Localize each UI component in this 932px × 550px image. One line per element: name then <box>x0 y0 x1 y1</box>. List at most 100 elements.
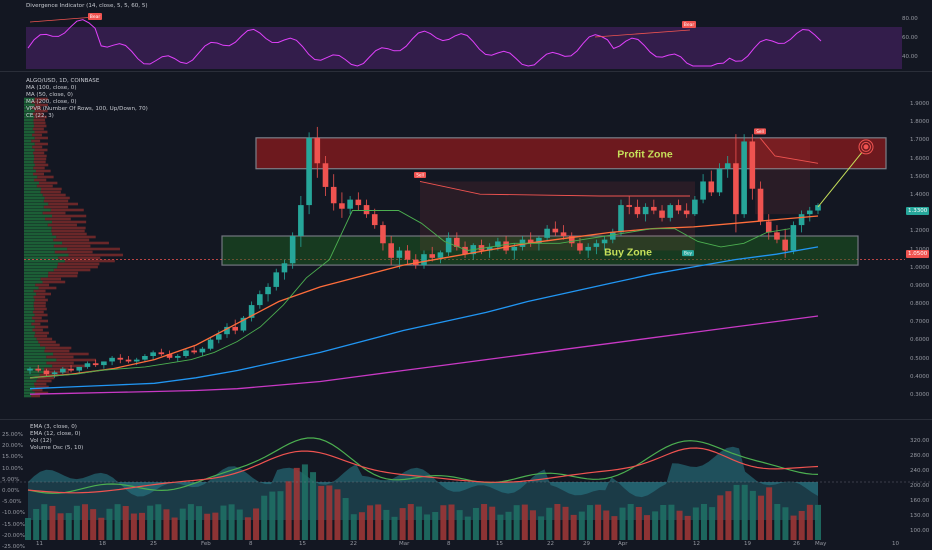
price-tick: 0.4000 <box>910 373 930 380</box>
vpvr-down-bar <box>34 298 48 302</box>
candle-body <box>133 359 140 362</box>
vpvr-down-bar <box>58 256 101 260</box>
volume-bar <box>782 507 789 540</box>
candle-body <box>675 205 682 211</box>
vpvr-up-bar <box>24 154 35 158</box>
vpvr-up-bar <box>24 331 36 335</box>
vpvr-up-bar <box>24 337 37 341</box>
vpvr-down-bar <box>34 97 48 101</box>
vpvr-down-bar <box>34 124 47 128</box>
vpvr-down-bar <box>34 307 47 311</box>
volume-bar <box>342 498 349 540</box>
vpvr-up-bar <box>24 382 35 386</box>
volume-bar <box>269 491 276 540</box>
volume-bar <box>603 510 610 540</box>
vpvr-up-bar <box>24 229 52 233</box>
vpvr-down-bar <box>34 178 47 182</box>
volume-bar <box>741 484 748 540</box>
candle-body <box>27 368 33 371</box>
lower-right-tick: 240.00 <box>910 468 930 474</box>
volume-bar <box>301 464 308 540</box>
lower-left-tick: 0.00% <box>2 488 20 494</box>
bear-label-0: Bear <box>90 14 101 20</box>
volume-bar <box>774 504 781 540</box>
candle-body <box>724 163 731 169</box>
volume-bar <box>546 507 553 540</box>
time-tick: 19 <box>744 541 751 547</box>
vpvr-up-bar <box>24 187 41 191</box>
vpvr-down-bar <box>56 358 96 362</box>
vpvr-up-bar <box>24 256 59 260</box>
vpvr-down-bar <box>38 340 56 344</box>
trade-marker-label-1: Sell <box>756 129 764 134</box>
volume-bar <box>367 505 374 540</box>
vpvr-up-bar <box>24 115 35 119</box>
candle-body <box>642 206 649 215</box>
volume-bar <box>130 513 137 540</box>
legend-ma200: MA (200, close, 0) <box>26 98 77 105</box>
candle-body <box>536 237 542 244</box>
vpvr-up-bar <box>24 361 47 365</box>
trade-marker-0 <box>414 172 426 178</box>
vpvr-down-bar <box>33 172 45 176</box>
candle-body <box>142 356 148 360</box>
volume-bar <box>725 491 732 540</box>
time-tick: 26 <box>793 541 800 547</box>
vpvr-up-bar <box>24 268 54 272</box>
candle-body <box>568 236 575 244</box>
volume-bar <box>432 512 439 540</box>
vpvr-up-bar <box>24 175 38 179</box>
candle-body <box>396 250 403 258</box>
vpvr-up-bar <box>24 169 36 173</box>
candle-body <box>51 372 58 375</box>
legend-ema12: EMA (12, close, 0) <box>30 430 81 437</box>
volume-bar <box>481 504 488 540</box>
volume-bar <box>472 507 479 540</box>
candle-body <box>593 243 600 247</box>
vpvr-up-bar <box>24 184 37 188</box>
vpvr-down-bar <box>34 136 48 140</box>
volume-bar <box>391 516 398 540</box>
lower-right-tick: 320.00 <box>910 438 930 444</box>
volume-bar <box>187 504 194 540</box>
vpvr-up-bar <box>24 193 43 197</box>
legend-ce: CE (22, 3) <box>26 112 54 119</box>
vpvr-up-bar <box>24 280 43 284</box>
vpvr-down-bar <box>46 355 74 359</box>
volume-bar <box>399 508 406 540</box>
vpvr-up-bar <box>24 139 32 143</box>
candle-body <box>700 181 706 200</box>
vpvr-up-bar <box>24 322 32 326</box>
oscillator-line <box>27 19 822 67</box>
volume-bar <box>668 504 675 540</box>
vpvr-down-bar <box>34 325 49 329</box>
vpvr-down-bar <box>57 265 98 269</box>
candle-body <box>749 141 756 189</box>
vpvr-up-bar <box>24 181 40 185</box>
volume-bar <box>285 481 292 540</box>
vpvr-down-bar <box>36 379 52 383</box>
price-tick: 1.4000 <box>910 192 930 198</box>
vpvr-up-bar <box>24 334 35 338</box>
candle-body <box>774 232 780 240</box>
candle-body <box>224 326 230 335</box>
volume-bar <box>293 467 300 540</box>
volume-bar <box>326 485 333 540</box>
candle-body <box>43 370 50 375</box>
candle-body <box>503 241 509 251</box>
candle-body <box>125 359 132 362</box>
vpvr-up-bar <box>24 112 33 116</box>
vpvr-down-bar <box>42 211 66 215</box>
volume-bar <box>676 510 683 540</box>
time-tick: 11 <box>36 541 43 547</box>
volume-osc-negative <box>28 482 818 520</box>
vpvr-up-bar <box>24 223 48 227</box>
vpvr-down-bar <box>33 304 46 308</box>
candle-body <box>150 352 156 356</box>
vpvr-up-bar <box>24 367 45 371</box>
volume-bar <box>407 504 414 540</box>
candle-body <box>281 263 288 273</box>
candle-body <box>445 237 452 253</box>
vpvr-down-bar <box>35 169 51 173</box>
candle-body <box>191 350 197 353</box>
